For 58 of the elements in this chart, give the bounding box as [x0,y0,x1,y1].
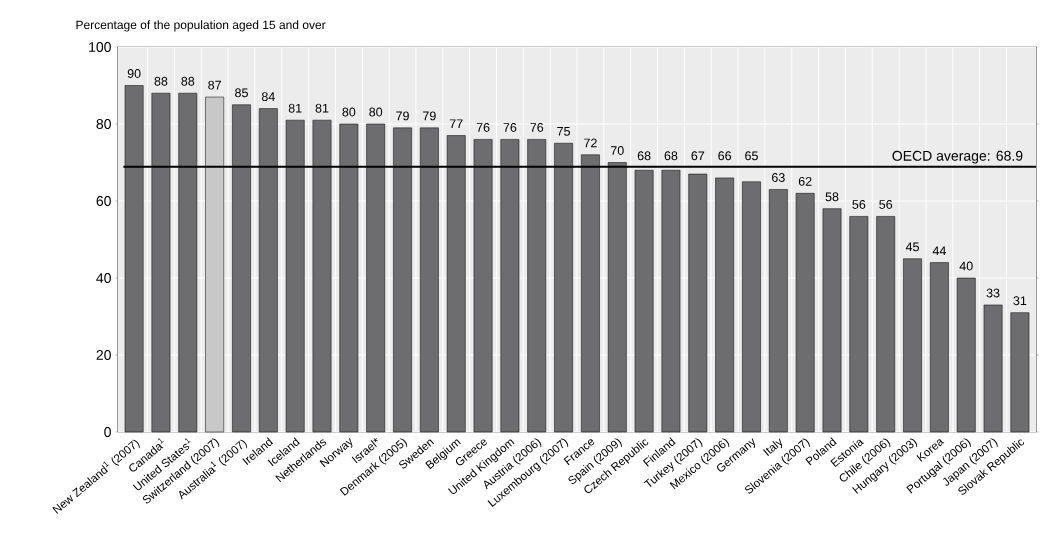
data-label: 79 [423,111,436,121]
data-label: 76 [503,123,517,132]
data-label: 79 [396,111,409,121]
data-label: 70 [610,146,624,155]
bar [795,193,815,433]
data-label: 33 [986,288,1000,298]
data-label: 45 [905,242,919,252]
y-tick-label: 20 [96,350,111,360]
data-label: 68 [637,151,651,161]
y-axis-title: Percentage of the population aged 15 and over [76,20,326,32]
data-label: 67 [691,151,705,161]
bar [903,258,922,433]
data-label: 87 [208,80,221,90]
bar [930,262,949,433]
bar [822,208,842,433]
data-label: 31 [1013,296,1027,306]
bar [849,216,869,433]
data-label: 88 [154,76,168,86]
data-label: 56 [852,200,866,209]
data-label: 75 [557,127,570,136]
data-label: 85 [235,88,248,98]
bar [1010,312,1030,433]
bar [634,169,654,433]
bar [742,181,761,433]
data-label: 90 [127,69,141,78]
bar [688,173,708,433]
data-label: 40 [959,261,973,271]
data-label: 68 [664,151,678,161]
data-label: 44 [932,246,946,256]
data-label: 63 [772,173,785,182]
data-label: 66 [718,151,732,161]
data-label: 77 [449,119,463,129]
bar [661,169,681,433]
y-tick-label: 0 [104,427,111,437]
y-tick-label: 80 [96,119,111,129]
data-label: 65 [745,151,758,161]
ref-line-label: OECD average: 68.9 [892,150,1023,164]
data-label: 62 [798,176,812,186]
bar [983,304,1003,433]
data-label: 84 [261,92,275,102]
data-label: 80 [369,107,383,117]
data-label: 81 [315,103,329,113]
y-tick-label: 40 [96,273,111,283]
bar [715,177,735,433]
data-label: 88 [181,76,195,86]
data-label: 76 [530,123,544,132]
bar [956,277,976,433]
bar [876,216,896,433]
y-tick-label: 100 [89,42,111,52]
data-label: 80 [342,107,356,117]
data-label: 56 [879,200,893,209]
x-tick-label: Italy [763,438,783,456]
data-label: 81 [288,103,302,113]
data-label: 58 [825,192,839,202]
data-label: 72 [584,138,597,148]
data-label: 76 [476,123,490,132]
y-tick-label: 60 [96,196,111,206]
bar [768,189,788,433]
